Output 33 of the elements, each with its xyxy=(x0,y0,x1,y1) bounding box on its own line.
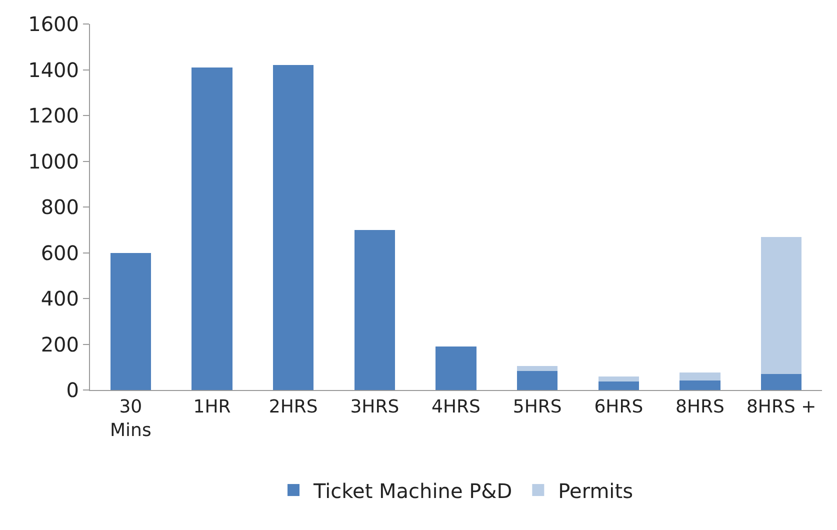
legend-label: Ticket Machine P&D xyxy=(312,478,512,503)
x-tick-label: 8HRS xyxy=(676,396,724,418)
bar xyxy=(436,346,476,390)
y-tick-label: 1200 xyxy=(28,104,79,128)
y-tick-label: 1000 xyxy=(28,149,79,174)
y-tick-label: 200 xyxy=(40,332,79,356)
bar xyxy=(680,380,720,390)
y-tick-label: 800 xyxy=(40,195,79,219)
x-tick-label: 4HRS xyxy=(432,396,480,418)
x-tick-label: 3HRS xyxy=(350,396,400,418)
x-tick-label: 6HRS xyxy=(594,396,644,418)
y-tick-label: 1600 xyxy=(28,12,79,36)
bar xyxy=(517,366,558,372)
bar xyxy=(598,381,639,390)
bar xyxy=(110,252,151,390)
y-tick-label: 400 xyxy=(40,286,79,310)
y-tick-label: 600 xyxy=(40,240,79,265)
x-tick-label: 5HRS xyxy=(512,396,562,418)
legend-label: Permits xyxy=(558,478,633,503)
y-tick-label: 1400 xyxy=(28,58,79,82)
x-tick-label: 2HRS xyxy=(268,396,318,418)
bar xyxy=(273,65,314,390)
bar xyxy=(761,237,802,374)
bar xyxy=(598,376,639,382)
bar xyxy=(761,374,802,390)
bar xyxy=(192,67,232,390)
bar xyxy=(354,230,395,390)
bar xyxy=(517,371,558,390)
x-tick-label: 1HR xyxy=(193,396,231,418)
x-tick-label: 8HRS + xyxy=(746,396,816,418)
x-tick-label: 30 Mins xyxy=(110,396,152,441)
bar xyxy=(680,372,720,380)
y-tick-label: 0 xyxy=(66,378,79,402)
